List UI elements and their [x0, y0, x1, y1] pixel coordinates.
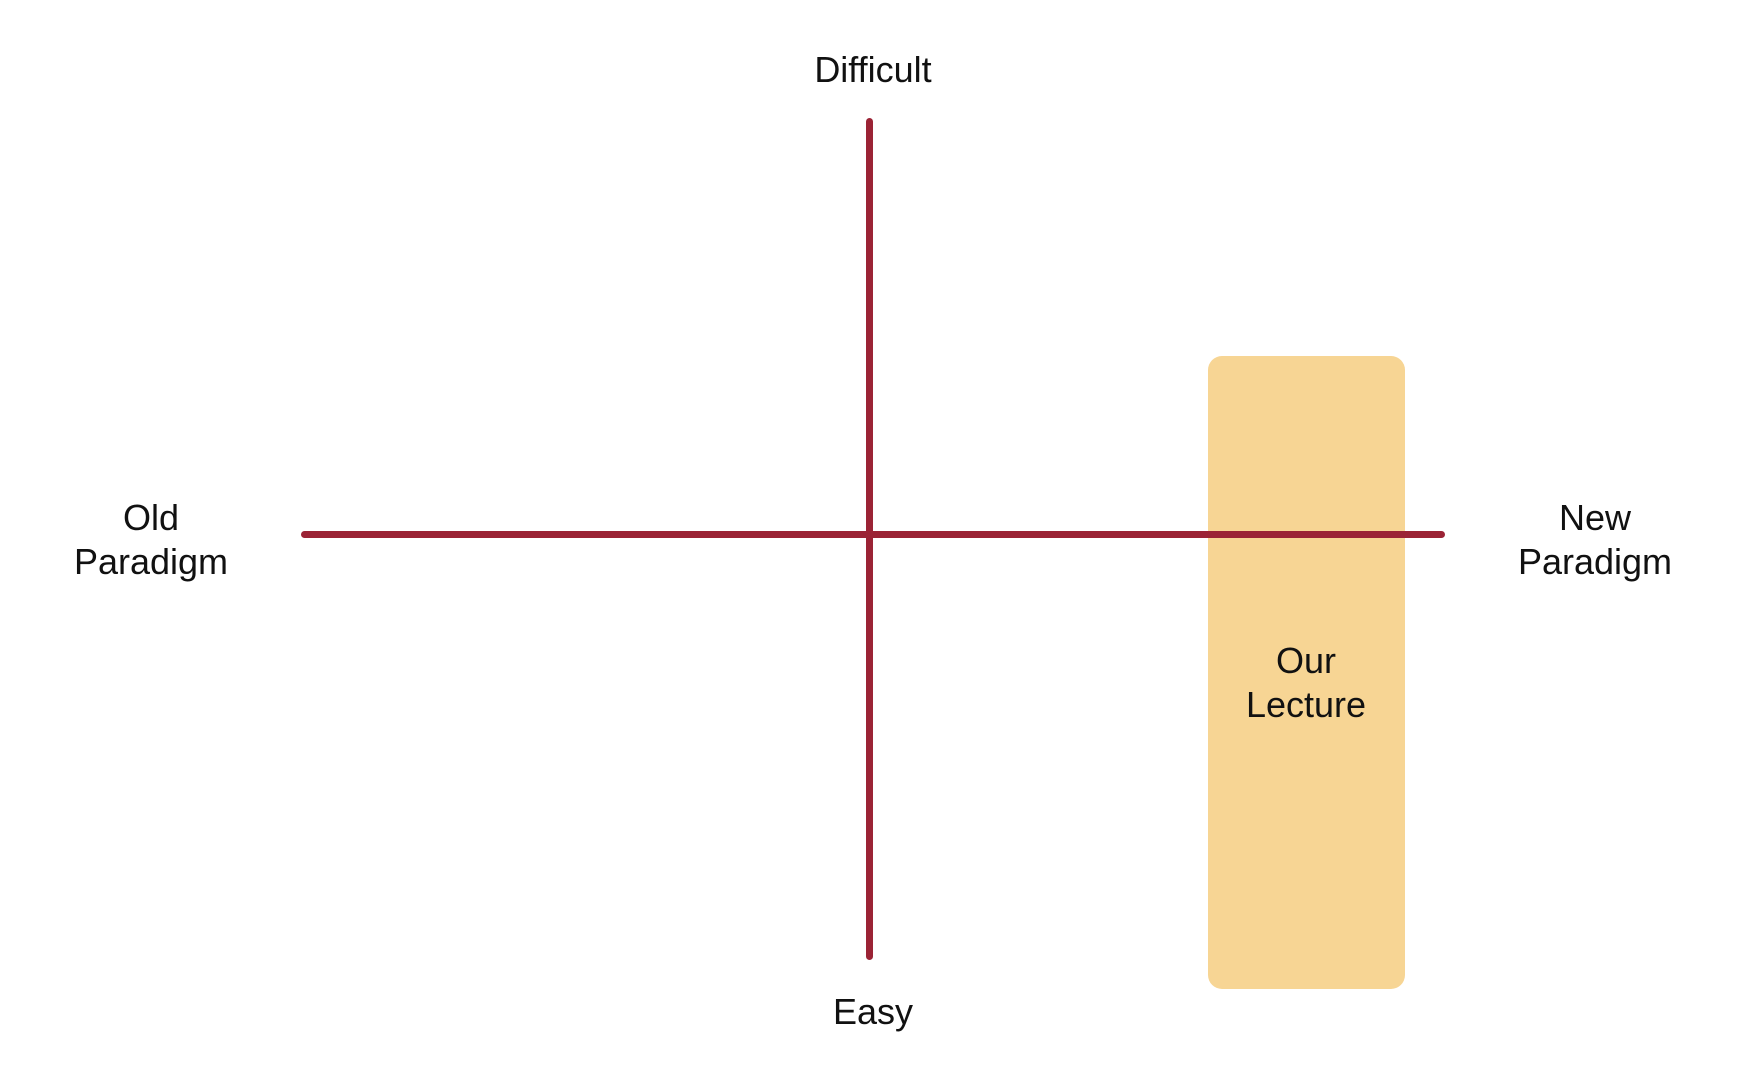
axis-label-new-paradigm: New Paradigm [1517, 497, 1673, 582]
axis-label-old-paradigm: Old Paradigm [73, 497, 229, 582]
horizontal-axis-line [301, 531, 1445, 538]
vertical-axis-line [866, 118, 873, 960]
our-lecture-highlight-box [1208, 356, 1405, 989]
axis-label-easy: Easy [832, 991, 914, 1032]
axis-label-difficult: Difficult [814, 49, 932, 90]
highlight-label-our-lecture: Our Lecture [1245, 640, 1367, 725]
